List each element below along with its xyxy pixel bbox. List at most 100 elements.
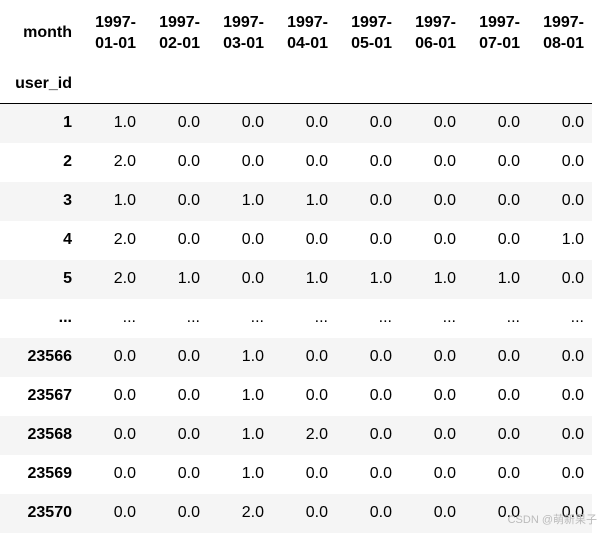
cell: 0.0 bbox=[241, 270, 264, 287]
column-header: 1997-02-01 bbox=[159, 13, 200, 52]
cell: 0.0 bbox=[561, 270, 584, 287]
empty-header bbox=[336, 65, 400, 104]
cell: 0.0 bbox=[433, 348, 456, 365]
cell: 0.0 bbox=[305, 504, 328, 521]
empty-header bbox=[400, 65, 464, 104]
cell: 0.0 bbox=[497, 348, 520, 365]
cell: 0.0 bbox=[561, 504, 584, 521]
cell: ... bbox=[314, 309, 328, 326]
row-index: 5 bbox=[63, 270, 72, 287]
table-row: 2 2.0 0.0 0.0 0.0 0.0 0.0 0.0 0.0 bbox=[0, 143, 592, 182]
empty-header bbox=[144, 65, 208, 104]
cell: 0.0 bbox=[561, 192, 584, 209]
cell: 0.0 bbox=[497, 231, 520, 248]
empty-header bbox=[528, 65, 592, 104]
row-index: 3 bbox=[63, 192, 72, 209]
cell: 0.0 bbox=[305, 465, 328, 482]
cell: 0.0 bbox=[497, 153, 520, 170]
empty-header bbox=[272, 65, 336, 104]
cell: 1.0 bbox=[113, 114, 136, 132]
cell: 0.0 bbox=[369, 114, 392, 132]
row-index: 23568 bbox=[27, 426, 73, 443]
cell: 0.0 bbox=[305, 153, 328, 170]
cell: 0.0 bbox=[241, 153, 264, 170]
cell: 0.0 bbox=[497, 387, 520, 404]
cell: 0.0 bbox=[305, 231, 328, 248]
cell: ... bbox=[570, 309, 584, 326]
cell: 1.0 bbox=[369, 270, 392, 287]
column-header: 1997-04-01 bbox=[287, 13, 328, 52]
column-header: 1997-06-01 bbox=[415, 13, 456, 52]
cell: 1.0 bbox=[241, 348, 264, 365]
cell: ... bbox=[250, 309, 264, 326]
cell: 2.0 bbox=[113, 153, 136, 170]
cell: 0.0 bbox=[113, 426, 136, 443]
cell: 0.0 bbox=[369, 348, 392, 365]
cell: 0.0 bbox=[497, 114, 520, 132]
cell: 0.0 bbox=[113, 504, 136, 521]
cell: 0.0 bbox=[497, 465, 520, 482]
cell: 0.0 bbox=[433, 231, 456, 248]
cell: 0.0 bbox=[497, 426, 520, 443]
cell: 0.0 bbox=[561, 426, 584, 443]
cell: 0.0 bbox=[305, 114, 328, 132]
cell: 0.0 bbox=[561, 348, 584, 365]
cell: 0.0 bbox=[561, 465, 584, 482]
cell: 0.0 bbox=[369, 231, 392, 248]
column-header: 1997-03-01 bbox=[223, 13, 264, 52]
row-index: 23569 bbox=[27, 465, 73, 482]
cell: 0.0 bbox=[369, 387, 392, 404]
watermark: CSDN @萌新果子 bbox=[507, 514, 597, 526]
cell: 1.0 bbox=[561, 231, 584, 248]
cell: 1.0 bbox=[241, 465, 264, 482]
cell: 0.0 bbox=[369, 192, 392, 209]
cell: 0.0 bbox=[177, 153, 200, 170]
cell: 0.0 bbox=[497, 192, 520, 209]
row-index: 23566 bbox=[27, 348, 73, 365]
cell: 2.0 bbox=[241, 504, 264, 521]
cell: 0.0 bbox=[177, 426, 200, 443]
cell: ... bbox=[442, 309, 456, 326]
cell: 0.0 bbox=[433, 465, 456, 482]
table-row: 5 2.0 1.0 0.0 1.0 1.0 1.0 1.0 0.0 bbox=[0, 259, 592, 299]
row-index: 23570 bbox=[27, 504, 73, 521]
table-row: 23566 0.0 0.0 1.0 0.0 0.0 0.0 0.0 0.0 bbox=[0, 337, 592, 377]
cell: 1.0 bbox=[241, 192, 264, 209]
row-index: 23567 bbox=[27, 387, 73, 404]
cell: 0.0 bbox=[561, 114, 584, 132]
cell: 2.0 bbox=[113, 270, 136, 287]
cell: 0.0 bbox=[177, 387, 200, 404]
cell: 0.0 bbox=[177, 465, 200, 482]
cell: 0.0 bbox=[433, 153, 456, 170]
cell: 1.0 bbox=[177, 270, 200, 287]
row-index: ... bbox=[58, 309, 72, 326]
cell: 0.0 bbox=[241, 231, 264, 248]
table-row: 3 1.0 0.0 1.0 1.0 0.0 0.0 0.0 0.0 bbox=[0, 181, 592, 221]
cell: 0.0 bbox=[177, 348, 200, 365]
cell: 2.0 bbox=[305, 426, 328, 443]
cell: 0.0 bbox=[433, 504, 456, 521]
cell: 0.0 bbox=[241, 114, 264, 132]
row-index: 2 bbox=[63, 153, 72, 170]
table-row: 23568 0.0 0.0 1.0 2.0 0.0 0.0 0.0 0.0 bbox=[0, 415, 592, 455]
column-header: 1997-05-01 bbox=[351, 13, 392, 52]
cell: 1.0 bbox=[433, 270, 456, 287]
header-row: month 1997-01-01 1997-02-01 1997-03-01 1997… bbox=[0, 0, 592, 65]
row-index: 4 bbox=[63, 231, 72, 248]
cell: 0.0 bbox=[113, 348, 136, 365]
row-index: 1 bbox=[63, 114, 72, 132]
empty-header bbox=[208, 65, 272, 104]
table-row: 23570 0.0 0.0 2.0 0.0 0.0 0.0 0.0 0.0 bbox=[0, 493, 592, 533]
cell: 0.0 bbox=[369, 504, 392, 521]
cell: 0.0 bbox=[305, 348, 328, 365]
table-row: ........................... bbox=[0, 299, 592, 338]
cell: 0.0 bbox=[177, 192, 200, 209]
cell: ... bbox=[122, 309, 136, 326]
cell: 0.0 bbox=[177, 504, 200, 521]
cell: 0.0 bbox=[369, 153, 392, 170]
cell: 1.0 bbox=[241, 387, 264, 404]
cell: 0.0 bbox=[561, 153, 584, 170]
table-row: 1 1.0 0.0 0.0 0.0 0.0 0.0 0.0 0.0 bbox=[0, 103, 592, 143]
index-name-row: user_id bbox=[0, 65, 592, 104]
